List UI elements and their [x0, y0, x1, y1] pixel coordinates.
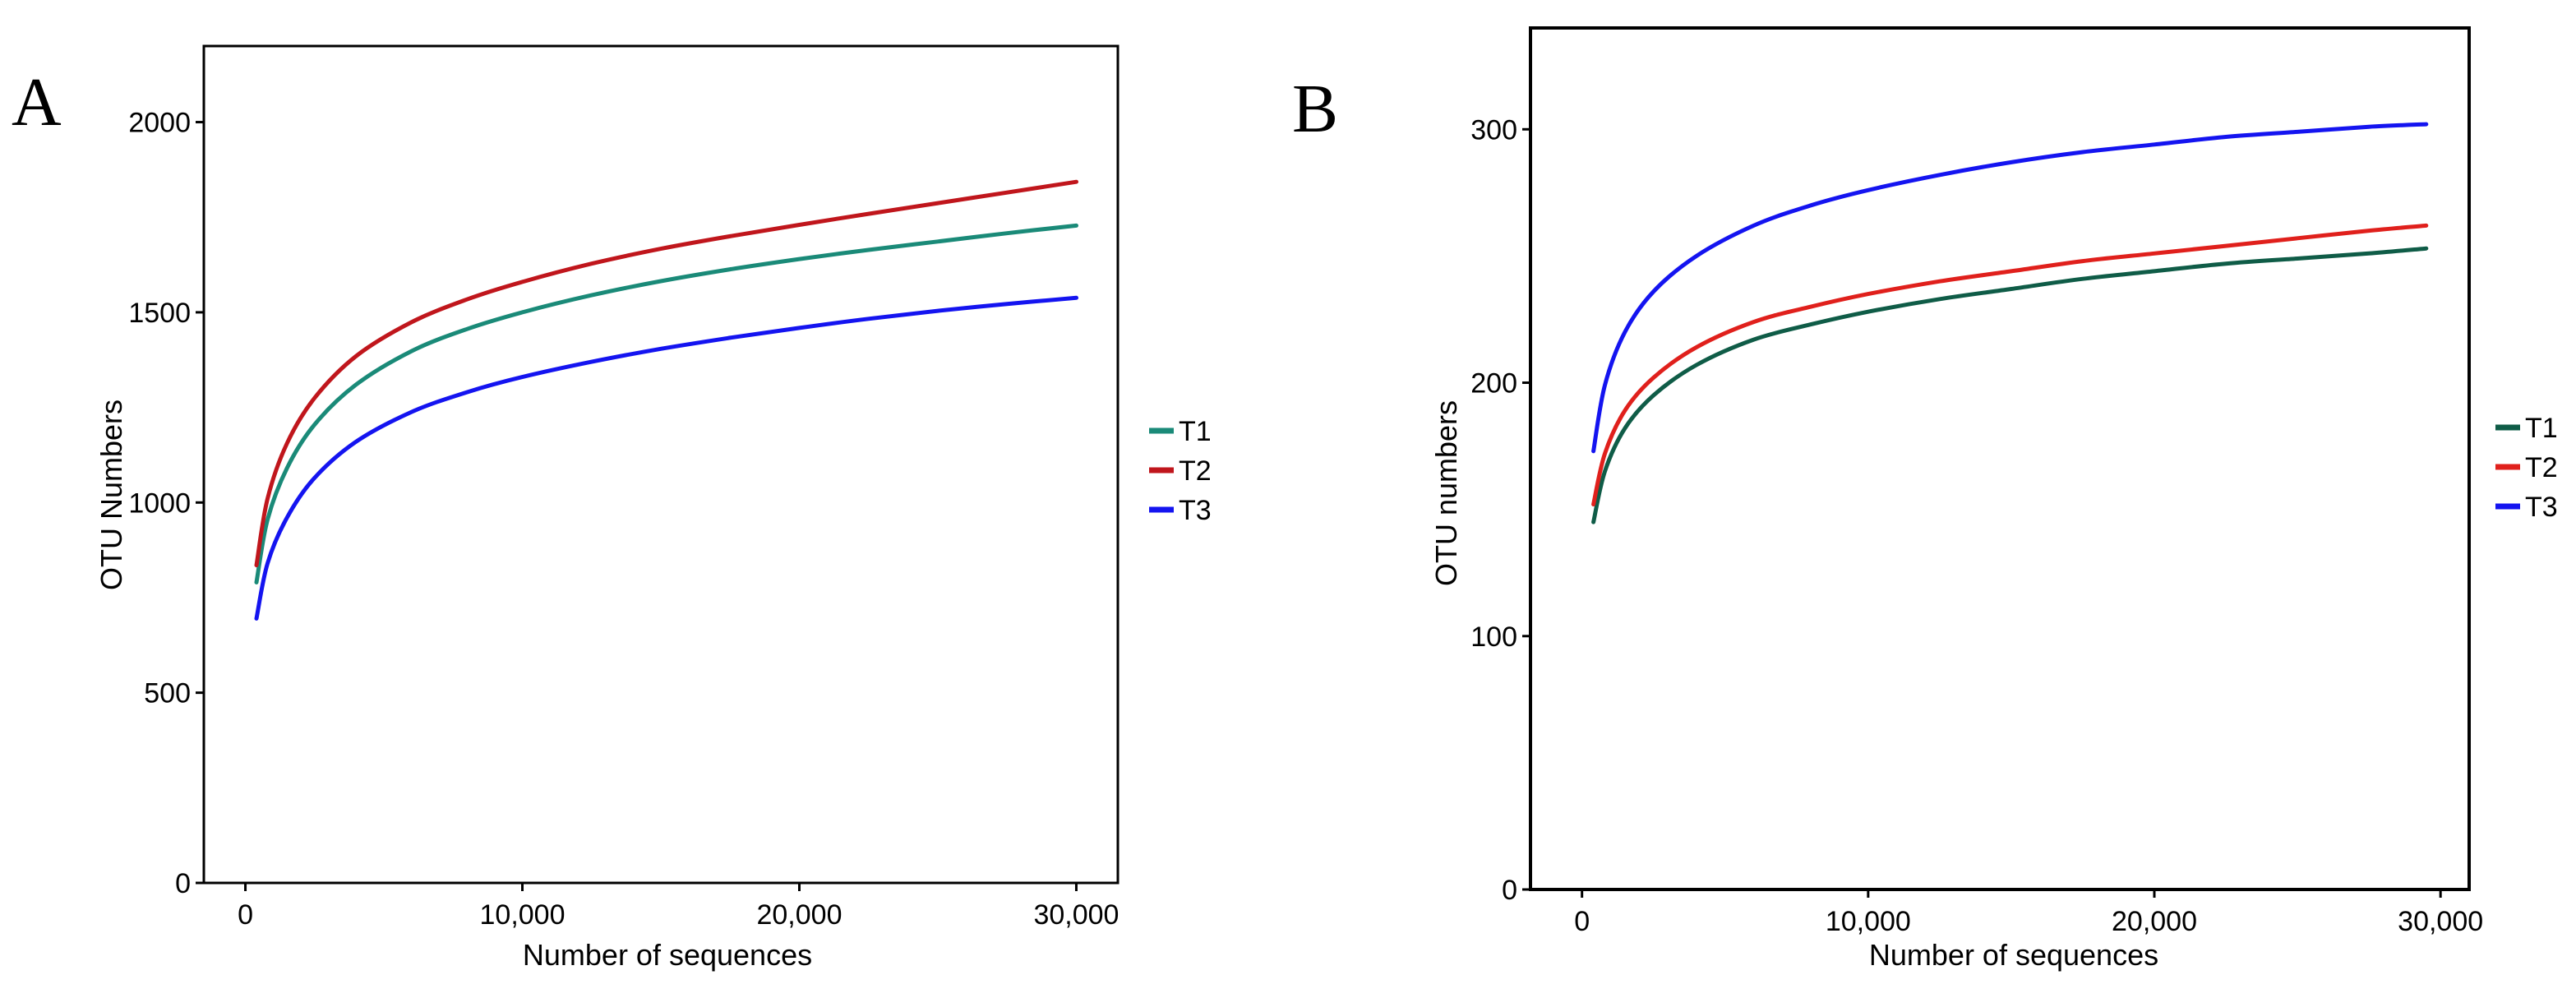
panel-b-legend: T1 T2 T3: [2495, 413, 2558, 523]
panel-a-x-axis-title: Number of sequences: [523, 938, 812, 972]
panel-a-series-t2-line: [254, 179, 1078, 568]
panel-a-x-tick-label: 20,000: [756, 899, 842, 931]
panel-a-x-tick-label: 0: [238, 899, 253, 931]
panel-b-x-tick-label: 20,000: [2112, 906, 2197, 937]
panel-a-legend-label-t2: T2: [1179, 455, 1212, 487]
panel-b-x-axis-title: Number of sequences: [1869, 938, 2158, 972]
panel-a-y-tick-label: 2000: [128, 108, 191, 139]
panel-b-plot-frame: [1529, 26, 2471, 891]
panel-b-series-t1-line: [1591, 246, 2429, 524]
panel-a: A 0 500 1000 1500 2000 0 10,000 20,000 30,000 Nu…: [12, 44, 1212, 972]
panel-a-legend: T1 T2 T3: [1149, 416, 1212, 526]
panel-a-y-tick-label: 500: [144, 678, 191, 709]
panel-a-legend-label-t1: T1: [1179, 416, 1212, 447]
panel-b-x-tick-label: 0: [1574, 906, 1590, 937]
panel-a-y-axis-title: OTU Numbers: [95, 400, 128, 590]
panel-b-x-tick-label: 10,000: [1826, 906, 1911, 937]
panel-b-series-t2-line: [1591, 223, 2429, 506]
panel-a-plot: 0 500 1000 1500 2000 0 10,000 20,000 30,000: [128, 44, 1119, 931]
panel-b-y-tick-label: 200: [1470, 368, 1517, 400]
panel-b-legend-label-t1: T1: [2525, 413, 2558, 444]
panel-b-legend-label-t2: T2: [2525, 452, 2558, 483]
panel-a-plot-frame: [202, 44, 1119, 885]
panel-b-y-axis-title: OTU numbers: [1429, 400, 1463, 586]
panel-a-y-tick-label: 0: [175, 868, 191, 899]
panel-a-y-tick-label: 1500: [128, 298, 191, 329]
panel-b-y-tick-label: 0: [1502, 875, 1517, 906]
panel-a-series-t3-line: [254, 295, 1078, 621]
panel-b-plot: 0 100 200 300 0 10,000 20,000 30,000: [1470, 26, 2483, 937]
panel-a-x-tick-label: 30,000: [1033, 899, 1119, 931]
panel-a-x-tick-label: 10,000: [480, 899, 566, 931]
panel-b-y-tick-label: 100: [1470, 621, 1517, 653]
panel-b: B 0 100 200 300 0 10,000 20,000 30,000 Number o…: [1292, 26, 2558, 972]
panel-b-series-t3-line: [1591, 122, 2429, 454]
panel-b-legend-label-t3: T3: [2525, 492, 2558, 523]
panel-a-letter: A: [12, 64, 62, 141]
panel-a-y-tick-label: 1000: [128, 487, 191, 519]
panel-a-legend-label-t3: T3: [1179, 495, 1212, 526]
panel-b-y-tick-label: 300: [1470, 114, 1517, 146]
panel-a-series-t1-line: [254, 223, 1078, 584]
panel-b-x-tick-label: 30,000: [2398, 906, 2483, 937]
panel-b-letter: B: [1292, 71, 1338, 147]
